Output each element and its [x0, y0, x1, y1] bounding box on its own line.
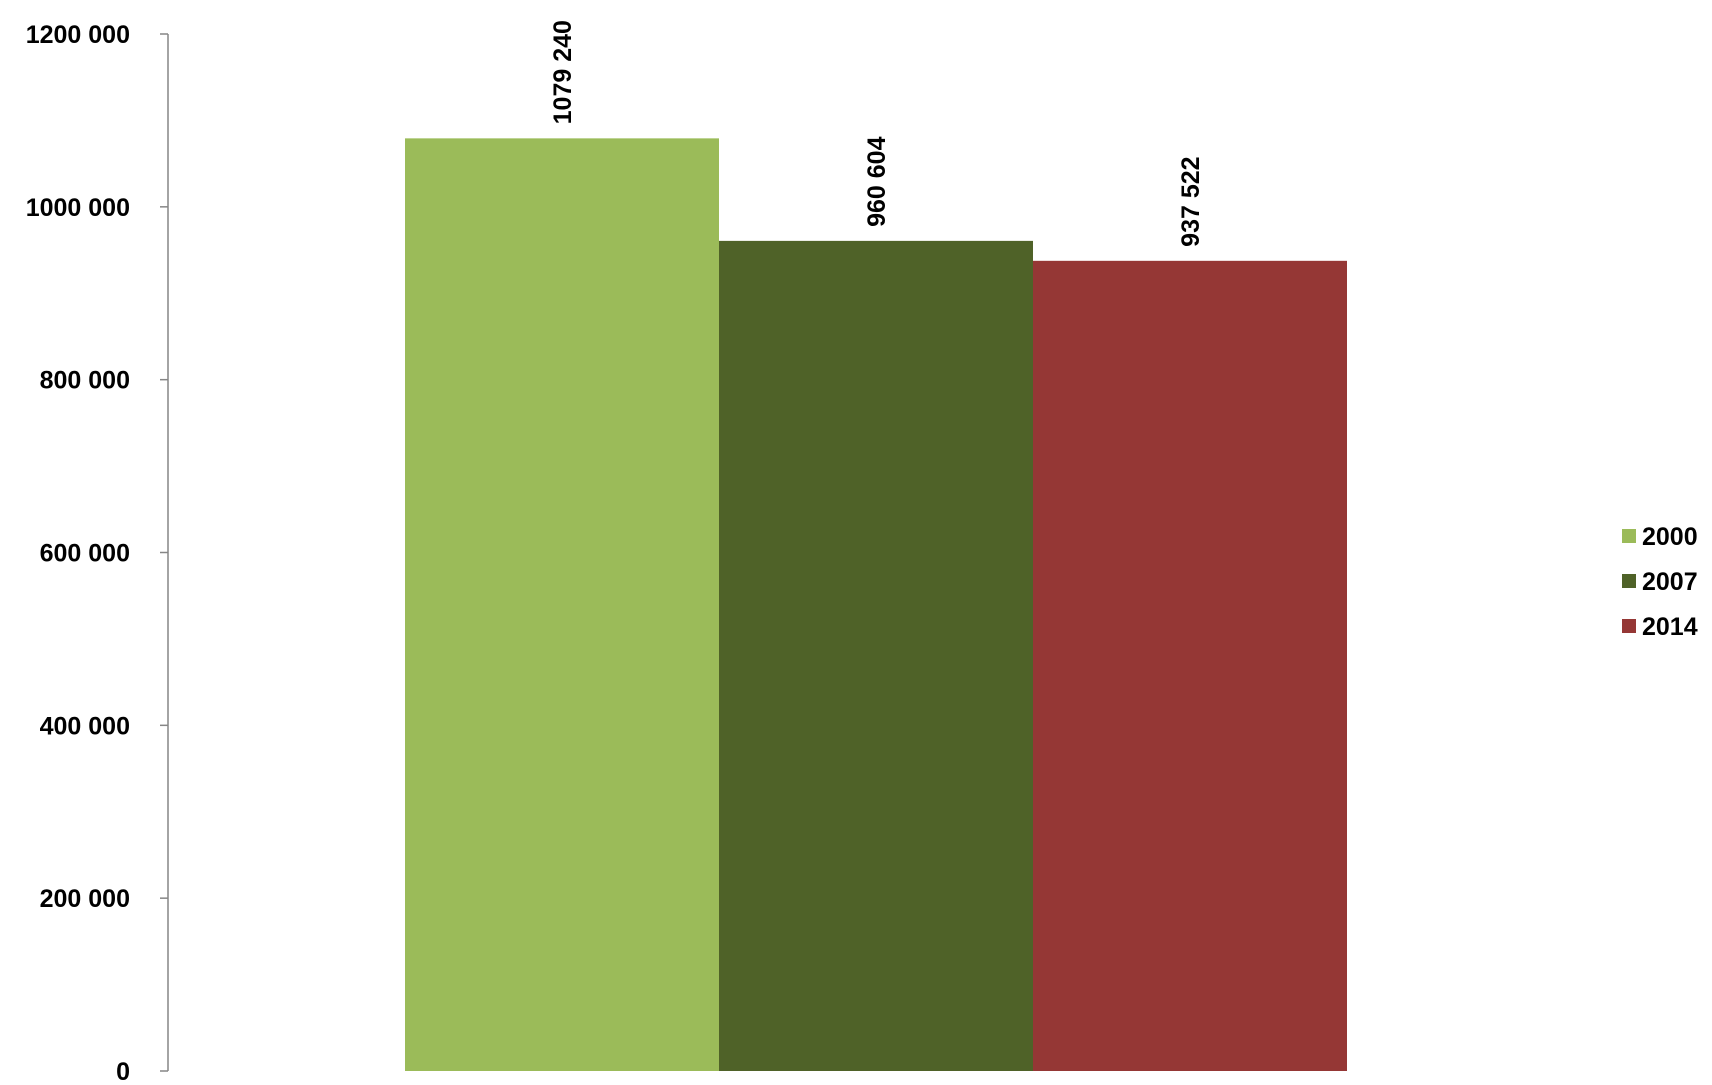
legend-label: 2000: [1642, 523, 1698, 551]
y-tick-label: 1200 000: [26, 21, 130, 49]
legend-item-2014: 2014: [1622, 613, 1698, 641]
y-tick-label: 0: [116, 1058, 130, 1085]
legend-label: 2014: [1642, 613, 1698, 641]
bar-2014: [1033, 260, 1347, 1072]
legend: 2000 2007 2014: [1622, 523, 1698, 641]
bar-2007: [719, 240, 1033, 1071]
y-tick-label: 400 000: [40, 712, 130, 740]
y-tick-label: 800 000: [40, 367, 130, 395]
bars: [405, 138, 1347, 1072]
legend-label: 2007: [1642, 568, 1698, 596]
bar-2000: [405, 138, 719, 1072]
legend-swatch: [1622, 529, 1636, 543]
legend-swatch: [1622, 574, 1636, 588]
legend-item-2000: 2000: [1622, 523, 1698, 551]
y-axis: 0 200 000 400 000 600 000 800 000 1000 000 120…: [26, 21, 169, 1085]
data-label-2014: 937 522: [1177, 156, 1205, 246]
legend-item-2007: 2007: [1622, 568, 1698, 596]
y-tick-label: 600 000: [40, 540, 130, 568]
y-tick-label: 1000 000: [26, 194, 130, 222]
data-label-2000: 1079 240: [549, 20, 577, 124]
data-label-2007: 960 604: [863, 136, 891, 226]
legend-swatch: [1622, 619, 1636, 633]
data-labels: 1079 240 960 604 937 522: [549, 20, 1205, 247]
y-tick-label: 200 000: [40, 885, 130, 913]
